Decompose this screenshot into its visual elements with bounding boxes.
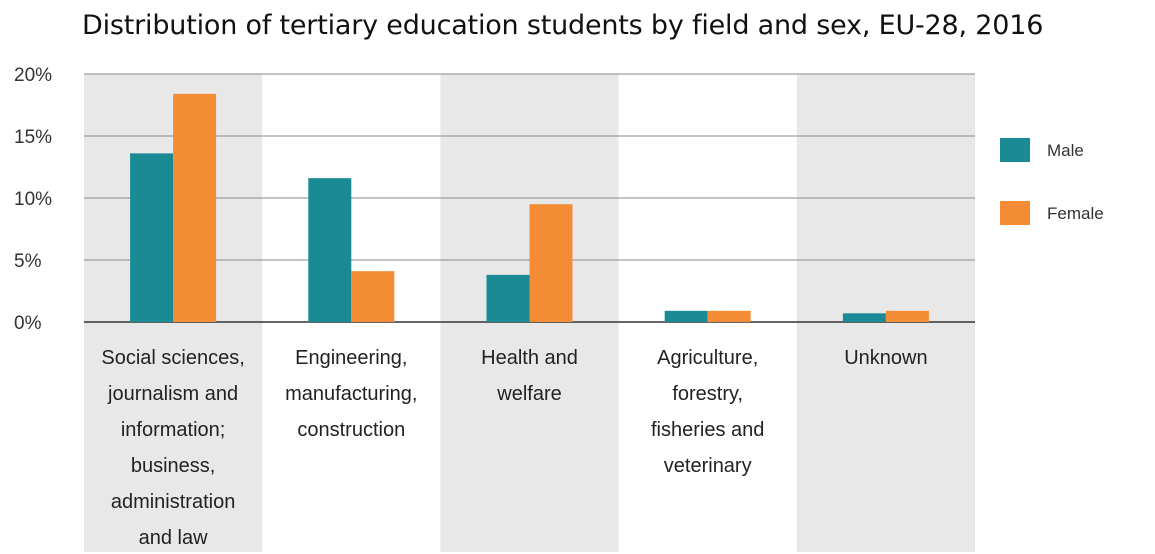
x-category-label: Health and welfare [481,347,578,405]
male-bar [842,313,886,322]
female-bar [529,204,573,322]
x-category-label: Unknown [844,347,927,369]
y-tick-label: 5% [14,251,42,272]
x-axis-labels: Social sciences, journalism and informatio… [101,347,927,549]
y-tick-label: 10% [14,189,52,210]
x-category-label: Engineering, manufacturing, construction [285,347,417,441]
male-bar [486,274,530,322]
male-bar [308,178,352,322]
y-tick-label: 20% [14,65,52,86]
x-category-label: Social sciences, journalism and informatio… [101,347,244,549]
y-axis-ticks: 0% 5% 10% 15% 20% [14,65,52,334]
female-bar [885,310,929,322]
x-category-label: Agriculture, forestry, fisheries and veteri… [651,347,764,477]
legend-swatch-female [1000,201,1030,225]
legend: Male Female [1000,138,1104,225]
y-tick-label: 15% [14,127,52,148]
bars [130,93,929,322]
female-bar [707,310,751,322]
legend-swatch-male [1000,138,1030,162]
legend-label-female: Female [1047,204,1104,223]
chart-title: Distribution of tertiary education stude… [82,10,1044,41]
male-bar [664,310,708,322]
legend-label-male: Male [1047,141,1084,160]
female-bar [351,271,395,322]
y-tick-label: 0% [14,313,42,334]
male-bar [130,153,174,322]
female-bar [173,93,217,322]
